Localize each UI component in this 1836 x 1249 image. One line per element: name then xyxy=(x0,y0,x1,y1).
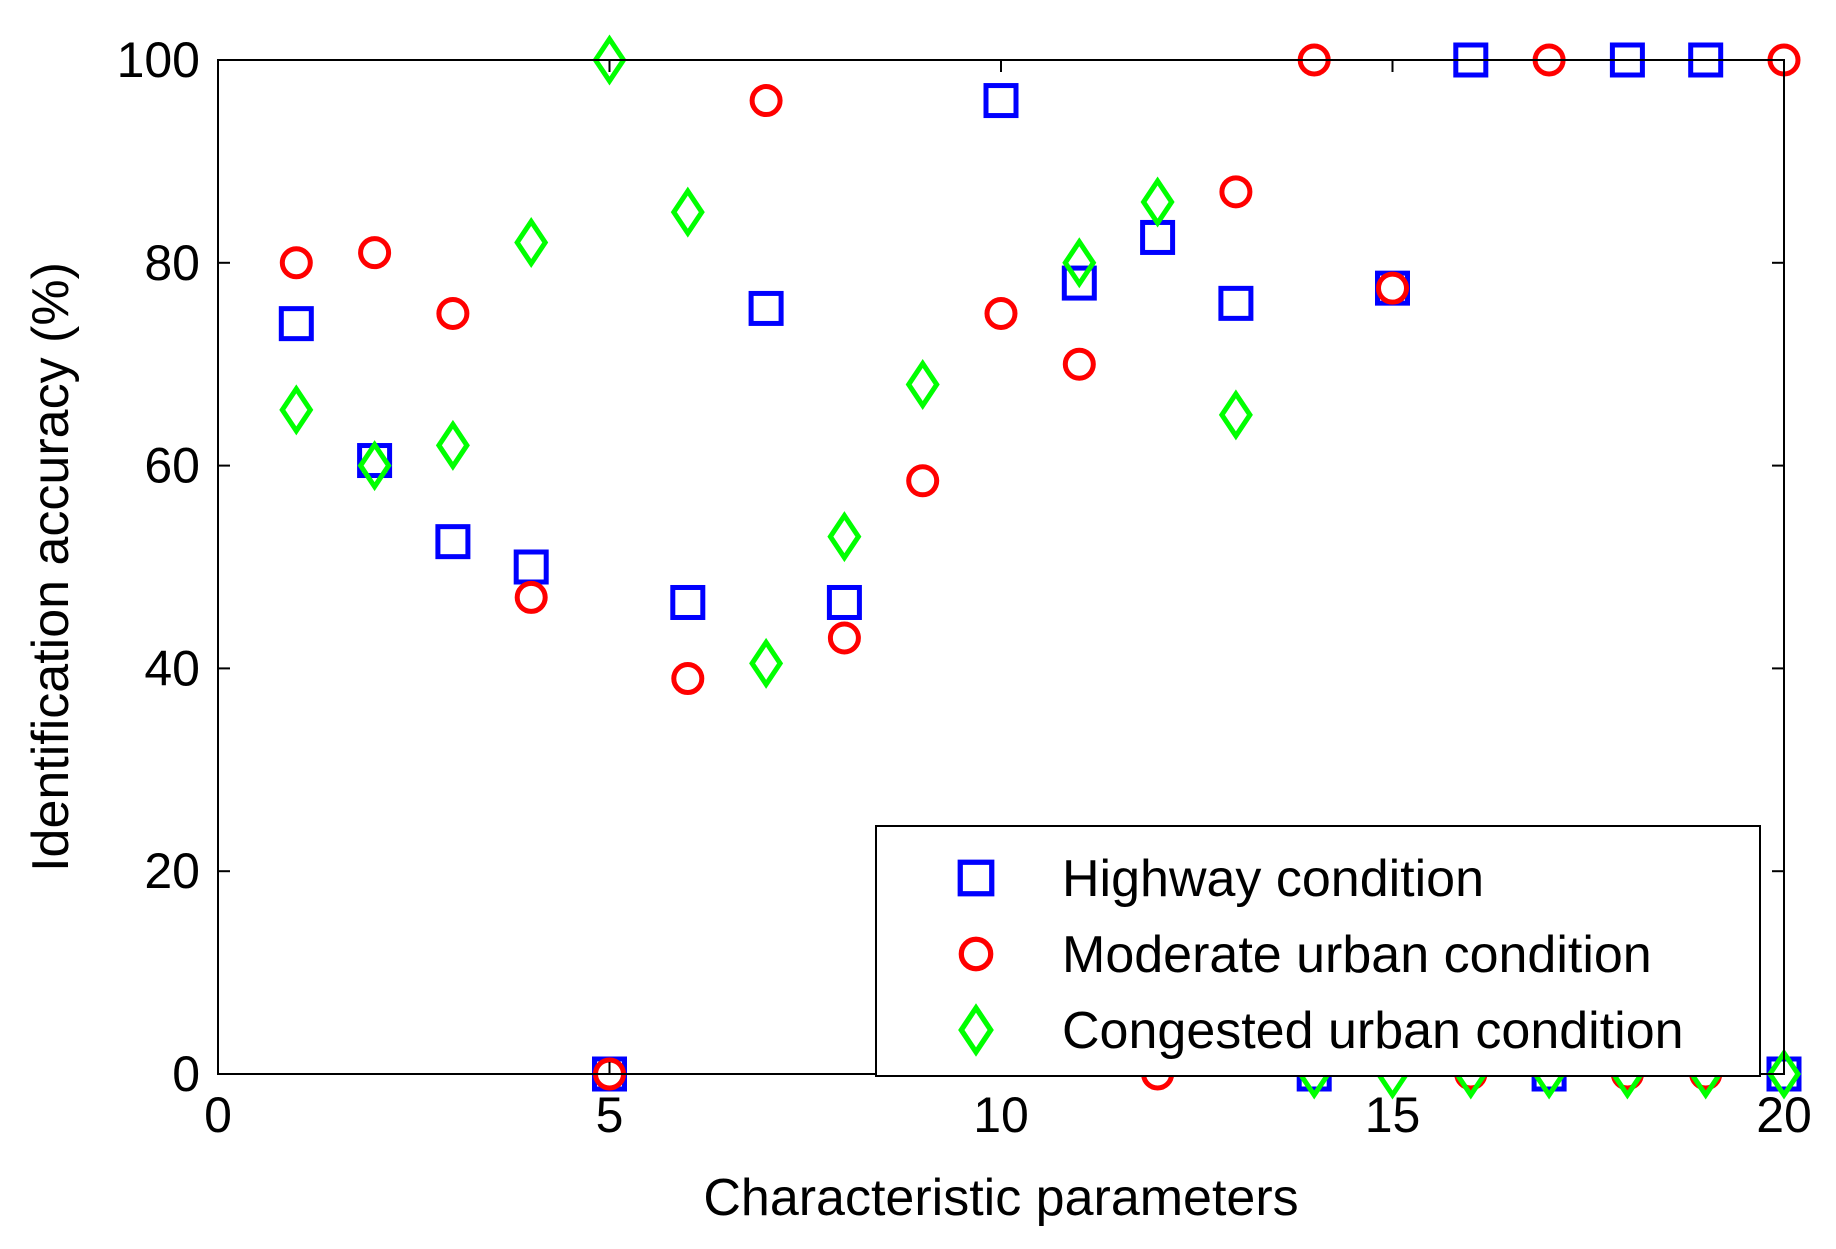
circle-marker xyxy=(984,297,1018,330)
x-tick-label: 10 xyxy=(973,1087,1029,1143)
diamond-marker xyxy=(1218,389,1253,441)
square-marker xyxy=(278,306,314,342)
square-marker xyxy=(670,584,706,620)
square-marker xyxy=(826,584,862,620)
x-tick-label: 0 xyxy=(204,1087,232,1143)
diamond-marker xyxy=(749,637,784,689)
y-tick-label: 100 xyxy=(117,32,200,88)
y-tick-label: 40 xyxy=(144,640,200,696)
square-marker xyxy=(1218,285,1254,321)
circle-marker xyxy=(279,246,313,280)
circle-marker xyxy=(436,297,470,330)
x-tick-label: 15 xyxy=(1365,1087,1421,1143)
y-axis-label: Identification accuracy (%) xyxy=(22,262,80,872)
diamond-marker xyxy=(1766,1048,1802,1100)
diamond-marker xyxy=(1140,176,1175,228)
legend-entry-label: Highway condition xyxy=(1062,850,1484,908)
legend-box xyxy=(875,825,1761,1077)
diamond-marker xyxy=(435,419,470,471)
circle-marker xyxy=(358,236,392,270)
square-marker xyxy=(1061,265,1097,301)
legend-entry-label: Congested urban condition xyxy=(1062,1002,1684,1060)
x-tick-label: 20 xyxy=(1756,1087,1812,1143)
circle-marker xyxy=(671,662,705,696)
y-tick-label: 20 xyxy=(144,843,200,899)
diamond-marker xyxy=(357,440,392,492)
legend: Highway condition Moderate urban conditio… xyxy=(875,825,1761,1077)
axis-ticks: 0 5 10 15 20 0 20 40 60 80 100 xyxy=(117,32,1812,1143)
circle-marker xyxy=(906,464,940,498)
square-marker xyxy=(748,290,784,326)
x-tick-label: 5 xyxy=(596,1087,624,1143)
legend-entry-label: Moderate urban condition xyxy=(1062,926,1652,984)
y-tick-label: 0 xyxy=(172,1046,200,1102)
square-marker xyxy=(983,83,1019,119)
diamond-marker xyxy=(514,217,549,269)
legend-square-icon xyxy=(957,859,995,897)
diamond-marker xyxy=(827,511,862,563)
y-tick-label: 60 xyxy=(144,438,200,494)
legend-circle-icon xyxy=(958,936,994,972)
legend-diamond-icon xyxy=(958,1003,994,1057)
diamond-marker xyxy=(1062,237,1097,289)
circle-marker xyxy=(1219,175,1253,209)
circle-marker xyxy=(749,84,783,118)
square-marker xyxy=(435,524,471,560)
diamond-marker xyxy=(905,358,940,410)
diamond-marker xyxy=(592,34,627,86)
y-tick-label: 80 xyxy=(144,235,200,291)
circle-marker xyxy=(1062,347,1096,381)
circle-marker xyxy=(827,621,861,655)
circle-marker xyxy=(1376,271,1409,305)
x-axis-label: Characteristic parameters xyxy=(703,1169,1298,1227)
circle-marker xyxy=(514,580,548,614)
diamond-marker xyxy=(279,384,314,436)
diamond-marker xyxy=(670,186,705,238)
